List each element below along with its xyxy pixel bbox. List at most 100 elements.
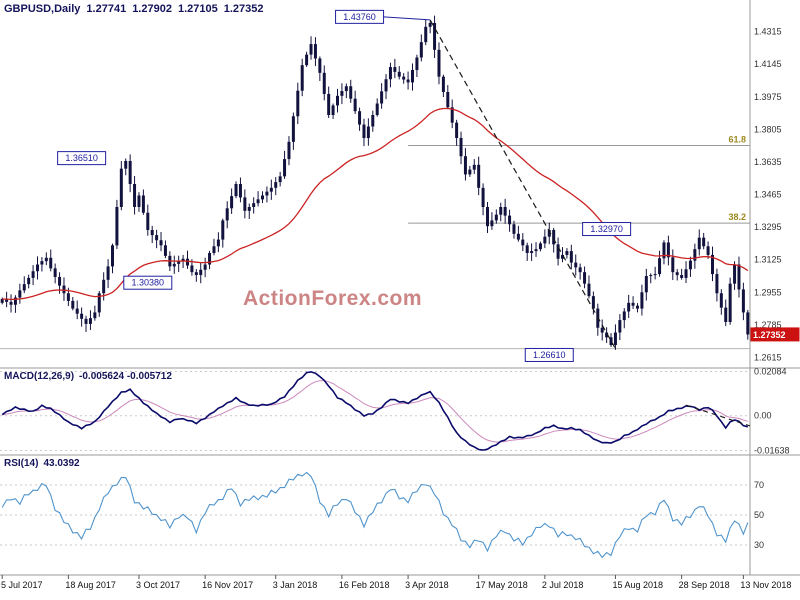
- candle-body: [265, 191, 269, 196]
- candle-body: [600, 327, 604, 333]
- candle-body: [331, 105, 335, 115]
- candle-body: [459, 138, 463, 157]
- candle-body: [631, 302, 635, 306]
- macd-axis-label: 0.02084: [754, 367, 787, 377]
- candle-body: [71, 300, 75, 309]
- candle-body: [675, 272, 679, 276]
- candle-body: [706, 246, 710, 255]
- candle-body: [274, 182, 278, 188]
- candle-body: [719, 293, 723, 308]
- fib-level-label: 38.2: [728, 212, 746, 222]
- candle-body: [388, 67, 392, 80]
- candle-body: [340, 91, 344, 96]
- candle-body: [163, 245, 167, 256]
- candle-body: [380, 91, 384, 104]
- candle-body: [194, 272, 198, 276]
- candle-body: [746, 312, 750, 335]
- candle-body: [305, 54, 309, 66]
- candle-body: [230, 196, 234, 209]
- candle-body: [486, 207, 489, 227]
- symbol-timeframe-label: GBPUSD,Daily: [4, 3, 81, 15]
- candle-body: [212, 246, 216, 253]
- price-trendline: [429, 19, 616, 349]
- candle-body: [543, 236, 547, 244]
- price-annotation-box: [335, 9, 385, 24]
- candle-body: [649, 275, 653, 277]
- date-axis-label: 28 Sep 2018: [679, 580, 730, 590]
- candle-body: [503, 207, 507, 216]
- candle-body: [296, 90, 300, 117]
- candle-body: [733, 264, 737, 284]
- candle-body: [644, 276, 648, 293]
- candle-body: [58, 276, 62, 286]
- candle-body: [124, 161, 128, 169]
- candle-body: [84, 318, 88, 324]
- candle-body: [283, 159, 287, 177]
- candle-body: [671, 257, 675, 273]
- candle-body: [371, 115, 375, 127]
- macd-axis-label: -0.01638: [754, 446, 790, 456]
- candle-body: [238, 184, 242, 198]
- ohlc-close: 1.27352: [223, 3, 264, 15]
- candle-body: [155, 235, 159, 241]
- candle-body: [424, 26, 428, 43]
- candle-body: [428, 23, 432, 27]
- candle-body: [208, 253, 212, 265]
- candle-body: [62, 285, 66, 294]
- candle-body: [441, 76, 445, 92]
- candle-body: [221, 220, 225, 240]
- candle-body: [93, 312, 97, 319]
- date-axis-label: 5 Jul 2017: [1, 580, 43, 590]
- price-axis-label: 1.2615: [754, 352, 782, 362]
- candle-body: [36, 264, 39, 272]
- macd-panel-title: MACD(12,26,9) -0.005624 -0.005712: [4, 371, 177, 382]
- candle-body: [419, 42, 423, 58]
- candle-body: [569, 251, 573, 263]
- candle-body: [450, 107, 454, 123]
- candle-body: [278, 176, 282, 183]
- price-axis-label: 1.3295: [754, 222, 782, 232]
- candle-body: [322, 72, 326, 94]
- date-axis-label: 16 Feb 2018: [339, 580, 390, 590]
- candle-body: [141, 195, 145, 213]
- candle-body: [530, 251, 534, 253]
- candle-body: [318, 58, 322, 73]
- candle-body: [534, 249, 538, 252]
- rsi-line: [1, 471, 749, 559]
- candle-body: [565, 251, 569, 255]
- candle-body: [172, 263, 176, 267]
- macd-signal-line: [2, 380, 748, 443]
- price-axis-label: 1.4315: [754, 27, 782, 37]
- candle-body: [44, 257, 48, 262]
- price-axis-label: 1.3975: [754, 92, 782, 102]
- candle-body: [702, 237, 706, 247]
- candle-body: [375, 103, 379, 115]
- candle-body: [353, 98, 357, 112]
- candle-body: [269, 187, 273, 192]
- candle-body: [680, 275, 684, 278]
- candle-body: [31, 271, 35, 278]
- candle-body: [362, 124, 366, 138]
- ohlc-low: 1.27105: [177, 3, 218, 15]
- candle-body: [344, 86, 348, 92]
- price-axis-label: 1.3125: [754, 255, 782, 265]
- candle-body: [538, 243, 542, 250]
- candle-body: [18, 290, 22, 298]
- candle-body: [9, 301, 13, 305]
- candle-body: [111, 245, 114, 267]
- candle-body: [715, 274, 719, 294]
- date-axis-label: 3 Apr 2018: [405, 580, 449, 590]
- candle-body: [203, 264, 207, 270]
- candle-body: [711, 254, 714, 275]
- candle-body: [327, 93, 331, 115]
- candle-body: [309, 44, 313, 55]
- candle-body: [552, 230, 556, 245]
- candle-body: [724, 307, 728, 322]
- candle-body: [613, 332, 617, 345]
- candle-body: [640, 292, 644, 309]
- price-annotation-label: 1.26610: [533, 350, 566, 360]
- candle-body: [627, 302, 631, 312]
- moving-average-line: [2, 107, 749, 301]
- candle-body: [397, 71, 401, 77]
